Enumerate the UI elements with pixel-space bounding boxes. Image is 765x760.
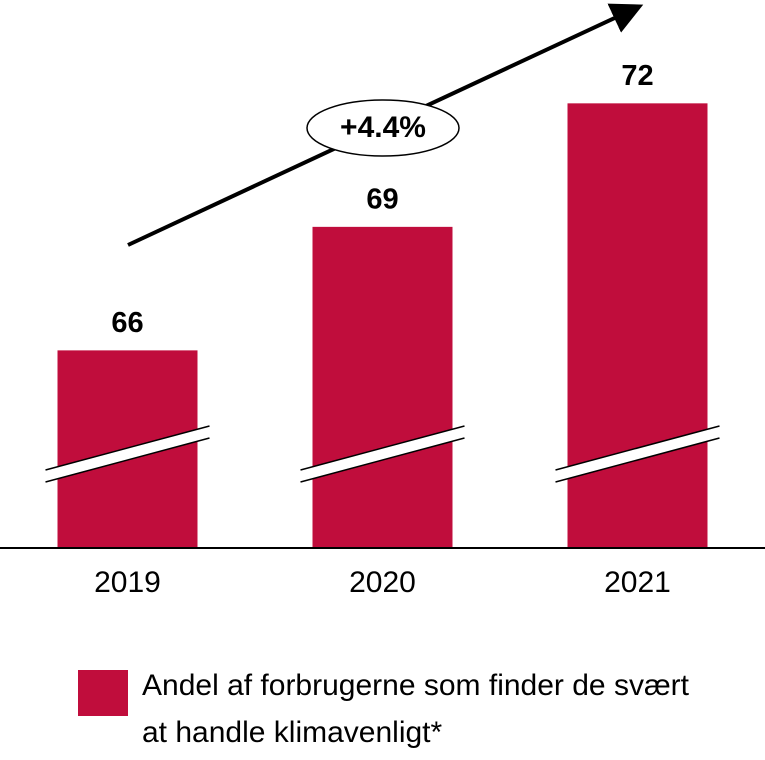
axis-break-line [300, 437, 465, 483]
data-label: 66 [111, 307, 143, 339]
legend: Andel af forbrugerne som finder de svært… [78, 668, 702, 756]
data-label: 69 [366, 184, 398, 216]
x-tick-label: 2019 [94, 566, 161, 599]
x-tick-label: 2020 [349, 566, 416, 599]
data-label: 72 [621, 60, 653, 92]
axis-break-line [300, 425, 465, 471]
axis-break-line [555, 437, 720, 483]
bar [567, 103, 708, 548]
legend-label: Andel af forbrugerne som finder de svært… [142, 669, 689, 749]
chart: 66 2019 69 2020 72 2021 +4.4% [0, 3, 765, 599]
axis-break [300, 426, 465, 482]
annotation: +4.4% [340, 111, 426, 144]
annotation-ellipse [306, 99, 460, 157]
axis-break-line [555, 425, 720, 471]
bar [312, 226, 453, 548]
axis-break [45, 426, 210, 482]
axis-break [555, 426, 720, 482]
x-tick-label: 2021 [604, 566, 671, 599]
axis-break-line [45, 437, 210, 483]
legend-swatch [78, 670, 128, 716]
axis-break-line [45, 425, 210, 471]
